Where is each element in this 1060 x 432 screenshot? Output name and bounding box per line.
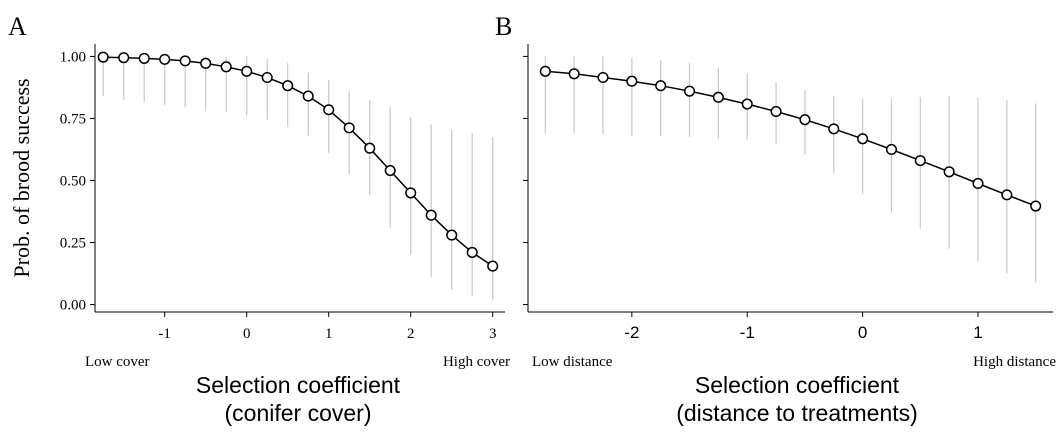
data-point — [241, 65, 253, 77]
x-tick-label: 2 — [407, 326, 415, 342]
data-point — [97, 51, 109, 63]
y-tick-label: 0.00 — [60, 298, 86, 314]
panel-label-b: B — [495, 12, 512, 41]
y-tick-label: 0.50 — [60, 173, 86, 189]
panel-a: A Prob. of brood success 0.00 0.25 0.50 0.7… — [8, 12, 510, 426]
y-ticks-a: 0.00 0.25 0.50 0.75 1.00 — [60, 49, 95, 314]
data-point — [683, 85, 696, 97]
data-point — [282, 80, 294, 92]
x-tick-label: -1 — [158, 326, 171, 342]
data-point — [220, 61, 232, 73]
data-point — [446, 229, 458, 241]
data-point — [118, 52, 130, 64]
data-point — [885, 143, 898, 156]
data-point — [828, 123, 840, 135]
points-a — [97, 51, 499, 272]
data-point — [466, 246, 478, 258]
x-tick-label: 3 — [489, 326, 497, 342]
points-b — [539, 65, 1042, 212]
data-point — [539, 65, 551, 77]
error-bars-b — [544, 56, 1037, 283]
y-tick-label: 0.75 — [60, 111, 86, 127]
data-point — [655, 80, 667, 92]
data-point — [425, 209, 437, 221]
x-tick-label: 1 — [973, 323, 982, 342]
x-axis-subtitle-a: (conifer cover) — [225, 400, 372, 426]
data-point — [487, 260, 499, 272]
data-point — [261, 71, 273, 84]
data-point — [200, 57, 212, 69]
data-point — [943, 166, 955, 178]
x-tick-label: -2 — [624, 323, 639, 342]
x-high-label-b: High distance — [973, 354, 1056, 370]
data-point — [741, 98, 753, 110]
panel-label-a: A — [8, 12, 27, 41]
data-point — [568, 68, 580, 80]
data-point — [405, 187, 417, 199]
x-low-label-b: Low distance — [532, 354, 613, 370]
panel-b: B -2 -1 0 1 Low distance High distance Sele… — [495, 12, 1056, 426]
data-point — [914, 155, 926, 167]
data-point — [384, 165, 396, 177]
x-axis-title-b: Selection coefficient — [695, 372, 900, 398]
y-tick-label: 1.00 — [60, 49, 86, 65]
data-point — [159, 53, 171, 65]
data-point — [626, 75, 638, 87]
data-point — [179, 55, 191, 67]
x-ticks-b: -2 -1 0 1 — [624, 312, 983, 342]
y-tick-label: 0.25 — [60, 236, 86, 252]
data-point — [1030, 200, 1042, 212]
y-axis-label: Prob. of brood success — [9, 78, 34, 277]
data-point — [1001, 189, 1013, 201]
x-tick-label: 0 — [243, 326, 251, 342]
data-point — [323, 104, 335, 116]
x-tick-label: -1 — [740, 323, 755, 342]
x-axis-subtitle-b: (distance to treatments) — [676, 400, 918, 426]
series-line-b — [545, 70, 1036, 207]
data-point — [770, 105, 782, 118]
y-ticks-b — [523, 55, 528, 306]
error-bars-a — [102, 56, 494, 300]
data-point — [799, 114, 811, 126]
x-low-label-a: Low cover — [85, 354, 150, 370]
x-high-label-a: High cover — [443, 354, 510, 370]
data-point — [712, 91, 724, 103]
x-tick-label: 1 — [325, 326, 333, 342]
x-axis-title-a: Selection coefficient — [196, 372, 401, 398]
data-point — [972, 177, 984, 190]
data-point — [343, 122, 355, 134]
data-point — [364, 142, 376, 154]
data-point — [302, 90, 314, 102]
data-point — [857, 133, 869, 145]
data-point — [138, 52, 150, 64]
x-tick-label: 0 — [858, 323, 867, 342]
data-point — [597, 71, 609, 84]
x-ticks-a: -1 0 1 2 3 — [158, 312, 496, 342]
series-line-a — [103, 56, 494, 267]
